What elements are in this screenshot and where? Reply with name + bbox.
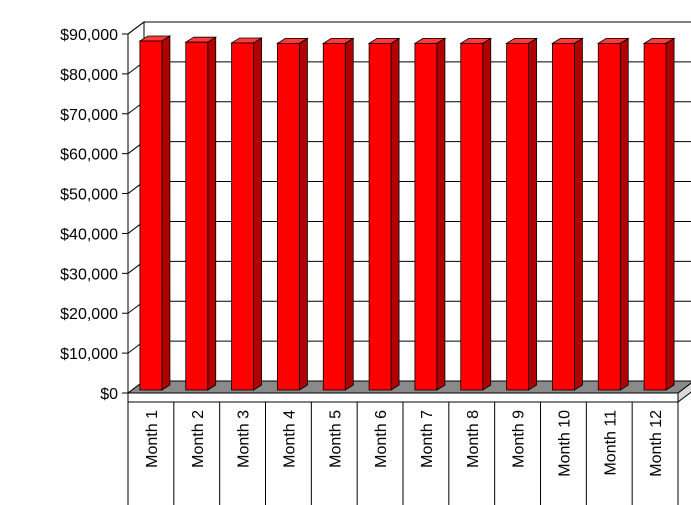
bar	[321, 37, 355, 391]
bar-front	[643, 42, 667, 391]
bar	[505, 37, 538, 391]
bar-front	[597, 42, 621, 391]
floor-front	[127, 392, 679, 403]
bar	[230, 37, 263, 391]
bar-side	[161, 35, 171, 391]
bar-front	[185, 41, 209, 391]
x-tick-label: Month 8	[465, 410, 482, 468]
bar	[551, 37, 584, 391]
axes	[122, 33, 679, 505]
bar-side	[436, 37, 446, 391]
bar-front	[322, 42, 346, 391]
bar	[596, 37, 630, 391]
y-tick-label: $20,000	[60, 306, 118, 323]
y-tick-label: $50,000	[60, 187, 118, 204]
x-tick-label: Month 10	[556, 410, 573, 477]
bar-front	[139, 40, 163, 391]
bar	[642, 37, 676, 391]
x-tick-label: Month 3	[236, 410, 253, 468]
x-tick-label: Month 12	[648, 410, 665, 477]
bar-side	[344, 37, 354, 391]
floor-side	[677, 382, 691, 403]
x-tick-label: Month 6	[373, 410, 390, 468]
bar-side	[619, 37, 629, 391]
y-tick-label: $60,000	[60, 147, 118, 164]
bar	[459, 37, 493, 391]
y-tick-label: $90,000	[60, 27, 118, 44]
y-tick-labels: $0 $10,000 $20,000 $30,000 $40,000 $50,000 $60…	[60, 27, 118, 403]
gridline-side	[127, 21, 145, 35]
x-tick-label: Month 11	[602, 410, 619, 476]
x-tick-label: Month 1	[144, 410, 161, 468]
bar-front	[231, 42, 254, 391]
bar-front	[460, 42, 484, 391]
bar	[413, 37, 447, 391]
bars	[138, 35, 676, 391]
bar-side	[482, 37, 492, 391]
bar-front	[414, 42, 438, 391]
bar	[138, 35, 172, 391]
bar-front	[368, 42, 392, 391]
bar-side	[528, 37, 537, 391]
x-tick-labels: Month 1 Month 2 Month 3 Month 4 Month 5 Month…	[144, 410, 665, 477]
y-tick-label: $70,000	[60, 107, 118, 124]
chart-floor	[126, 380, 691, 403]
y-tick-label: $80,000	[60, 67, 118, 84]
x-tick-label: Month 7	[419, 410, 436, 468]
bar-side	[253, 37, 262, 391]
bar	[276, 37, 309, 391]
x-tick-label: Month 4	[281, 410, 298, 468]
bar-side	[207, 36, 217, 391]
bar-side	[665, 37, 675, 391]
bar	[367, 37, 401, 391]
y-tick-label: $40,000	[60, 226, 118, 243]
bar-front	[277, 42, 300, 391]
y-tick-label: $30,000	[60, 266, 118, 283]
y-tick-label: $10,000	[60, 346, 118, 363]
bar-front	[506, 42, 529, 391]
bar-front	[552, 42, 575, 391]
bar-side	[390, 37, 400, 391]
bar	[184, 36, 218, 391]
x-tick-label: Month 9	[511, 410, 528, 468]
x-tick-label: Month 5	[327, 410, 344, 468]
y-tick-label: $0	[100, 386, 118, 403]
bar-side	[299, 37, 308, 391]
bar-side	[574, 37, 583, 391]
x-tick-label: Month 2	[190, 410, 207, 468]
